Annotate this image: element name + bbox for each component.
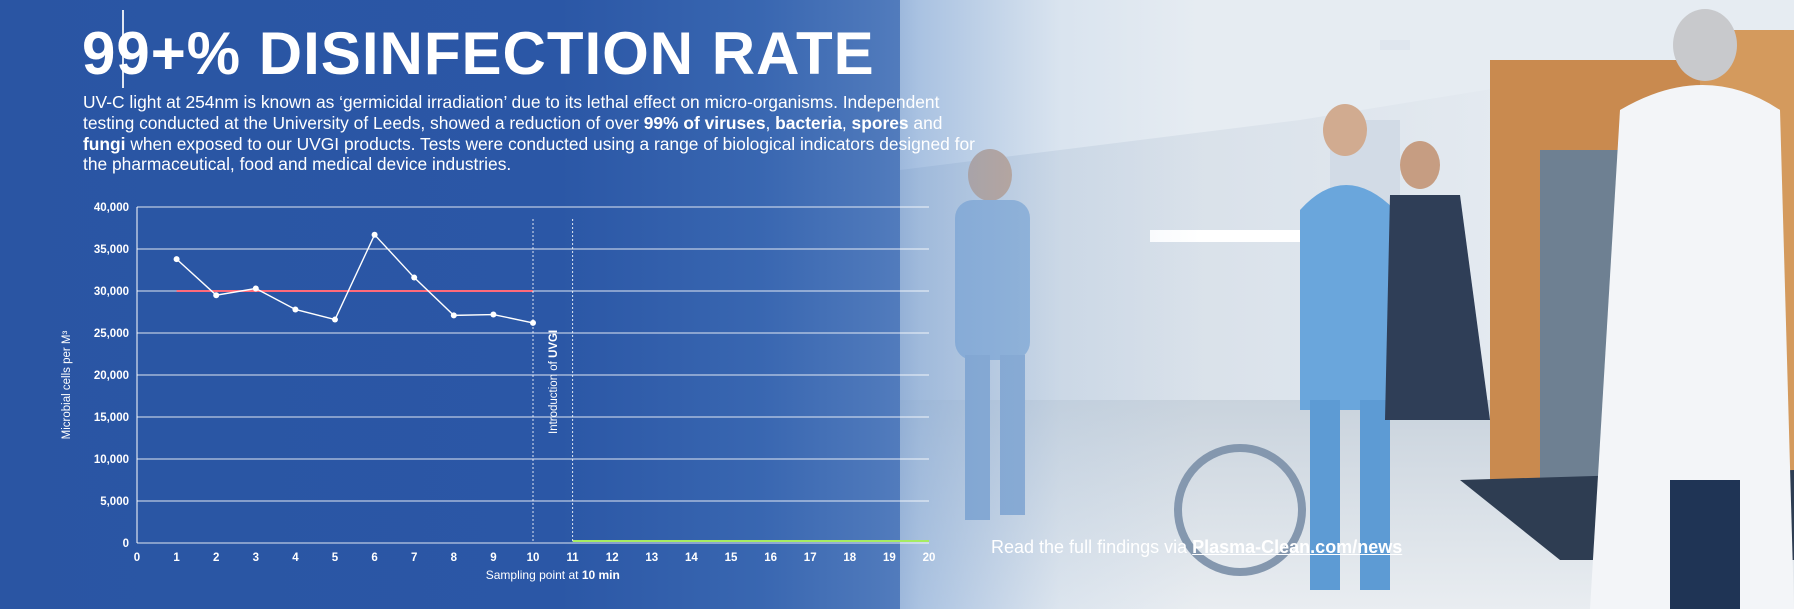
- y-tick-label: 35,000: [94, 244, 129, 256]
- uvgi-annotation-prefix: Introduction of: [548, 358, 560, 434]
- data-point: [213, 292, 220, 299]
- y-tick-label: 15,000: [94, 412, 129, 424]
- y-tick-label: 25,000: [94, 328, 129, 340]
- uvgi-annotation: Introduction of UVGI: [548, 330, 560, 434]
- findings-text: Read the full findings via: [991, 537, 1193, 557]
- y-tick-label: 5,000: [100, 496, 129, 508]
- x-tick-label: 5: [332, 552, 339, 564]
- x-tick-label: 12: [606, 552, 619, 564]
- data-point: [530, 319, 536, 326]
- x-axis-label: Sampling point at 10 min: [486, 568, 620, 582]
- x-axis-label-bold: 10 min: [582, 568, 620, 582]
- x-tick-label: 11: [567, 552, 580, 564]
- uvgi-annotation-bold: UVGI: [548, 330, 560, 358]
- intro-text-5: when exposed to our UVGI products. Tests…: [83, 133, 975, 175]
- x-tick-label: 2: [213, 552, 219, 564]
- intro-paragraph: UV-C light at 254nm is known as ‘germici…: [83, 92, 983, 175]
- findings-link[interactable]: Plasma-Clean.com/news: [1192, 537, 1403, 557]
- uvgi-divider-lines: [532, 219, 574, 543]
- intro-bold-spores: spores: [851, 112, 909, 133]
- intro-bold-bacteria: bacteria: [775, 112, 842, 133]
- x-tick-label: 16: [764, 552, 777, 564]
- x-tick-label: 17: [804, 552, 817, 564]
- data-point: [252, 285, 259, 292]
- data-point: [411, 274, 418, 281]
- x-tick-label: 6: [371, 552, 377, 564]
- intro-text-3: ,: [841, 112, 852, 133]
- threshold-bands: [176, 286, 929, 546]
- y-axis-ticks: 0 5,000 10,000 15,000 20,000 25,000 30,000 35,0…: [94, 202, 129, 550]
- x-axis-label-prefix: Sampling point at: [486, 568, 582, 582]
- data-point: [173, 256, 180, 263]
- text-cursor-mark: [122, 10, 124, 88]
- y-tick-label: 10,000: [94, 454, 129, 466]
- headline: 99+% DISINFECTION RATE: [82, 20, 875, 87]
- x-tick-label: 3: [253, 552, 259, 564]
- y-axis-label: Microbial cells per M³: [61, 331, 73, 440]
- x-tick-label: 10: [527, 552, 540, 564]
- x-tick-label: 15: [725, 552, 738, 564]
- x-tick-label: 18: [843, 552, 856, 564]
- x-tick-label: 4: [292, 552, 299, 564]
- data-point: [332, 316, 338, 323]
- x-tick-label: 0: [134, 552, 140, 564]
- y-tick-label: 40,000: [94, 202, 129, 214]
- intro-bold-fungi: fungi: [83, 133, 126, 154]
- intro-text-2: ,: [765, 112, 776, 133]
- x-tick-label: 19: [883, 552, 896, 564]
- x-tick-label: 14: [685, 552, 698, 564]
- data-point: [490, 311, 497, 318]
- y-tick-label: 0: [123, 538, 129, 550]
- x-tick-label: 13: [645, 552, 658, 564]
- data-point: [450, 312, 457, 319]
- data-point: [371, 231, 378, 238]
- data-point: [292, 306, 299, 313]
- findings-callout: Read the full findings via Plasma-Clean.…: [991, 537, 1402, 558]
- x-tick-label: 20: [923, 552, 936, 564]
- intro-text-1: UV-C light at 254nm is known as ‘germici…: [83, 92, 940, 133]
- x-tick-label: 8: [451, 552, 458, 564]
- series-line: [176, 233, 534, 324]
- x-tick-label: 9: [490, 552, 496, 564]
- x-tick-label: 1: [173, 552, 180, 564]
- series-microbial-cells: [173, 231, 536, 326]
- x-axis-ticks: 0 1 2 3 4 5 6 7 8 9 10 11 12 13 14 15 16 17 18 19 20: [134, 552, 936, 564]
- x-tick-label: 7: [411, 552, 417, 564]
- y-tick-label: 30,000: [94, 286, 129, 298]
- intro-text-4: and: [908, 112, 943, 133]
- y-tick-label: 20,000: [94, 370, 129, 382]
- intro-bold-viruses: 99% of viruses: [643, 112, 766, 133]
